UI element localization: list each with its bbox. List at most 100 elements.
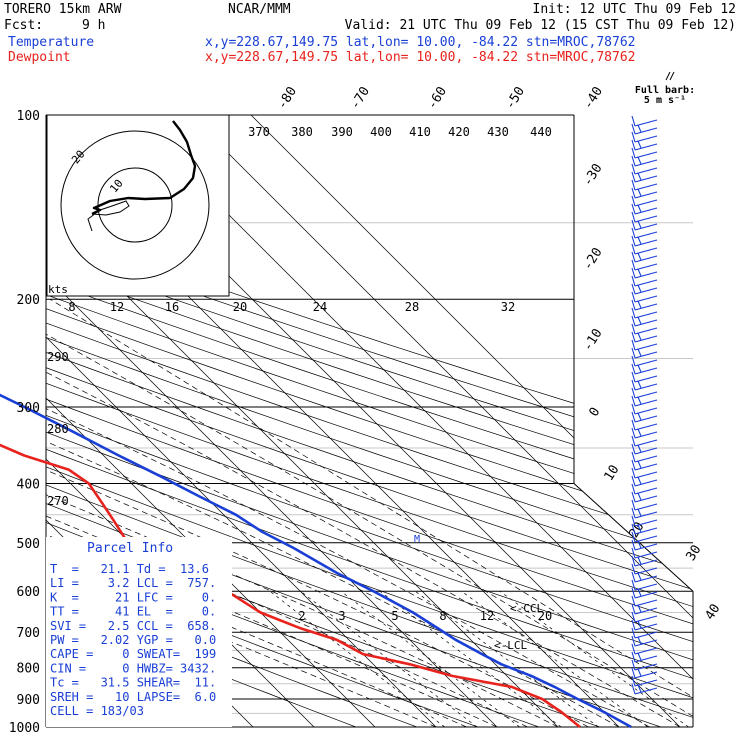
dry-adiabat (46, 115, 693, 727)
forecast-hour: 9 h (82, 18, 105, 33)
barb-flag (631, 283, 636, 295)
barb-shaft (634, 399, 658, 407)
moist-adiabat (46, 298, 681, 727)
moist-adiabat (46, 347, 528, 727)
wind-barb (631, 451, 658, 463)
temperature-profile (0, 393, 632, 729)
barb-shaft (634, 303, 658, 311)
barb-flag (637, 348, 642, 357)
barb-shaft (634, 471, 658, 479)
barb-legend-mark (669, 71, 675, 81)
wind-barb (631, 211, 658, 223)
wind-barb (631, 131, 658, 143)
wind-barb (631, 139, 658, 151)
wind-barb (631, 323, 658, 335)
barb-flag (631, 667, 636, 679)
theta-label: 270 (47, 494, 69, 508)
barb-flag (637, 428, 642, 437)
dry-adiabat (46, 115, 693, 727)
wind-barb (631, 203, 658, 215)
wind-barb (631, 275, 658, 287)
mixing-ratio-line (414, 590, 599, 727)
barb-shaft (634, 215, 658, 223)
barb-shaft (634, 159, 658, 167)
temperature-legend: Temperature (8, 35, 94, 50)
barb-shaft (634, 183, 658, 191)
parcel-info-row: Tc = 31.5 SHEAR= 11. (50, 676, 216, 690)
theta-e-label: 440 (530, 125, 552, 139)
barb-shaft (634, 119, 658, 127)
barb-shaft (634, 647, 658, 655)
moist-adiabat (49, 298, 693, 727)
wind-barb (631, 299, 658, 311)
barb-shaft (634, 287, 658, 295)
dry-adiabat (46, 115, 693, 727)
wind-barb (631, 163, 658, 175)
barb-flag (631, 179, 636, 191)
wind-barb (631, 547, 658, 559)
parcel-info-title: Parcel Info (87, 541, 173, 556)
mixing-ratio-label-low: 12 (480, 609, 494, 623)
wind-barb (631, 675, 658, 687)
wind-barb (631, 611, 658, 623)
barb-flag (631, 259, 636, 271)
barb-shaft (634, 359, 658, 367)
barb-flag (631, 651, 636, 663)
wind-barb (631, 307, 658, 319)
mixing-ratio-label-low: 3 (338, 609, 345, 623)
barb-flag (637, 460, 642, 469)
barb-shaft (634, 559, 658, 567)
parcel-info-row: CAPE = 0 SWEAT= 199 (50, 647, 216, 661)
parcel-info-row: LI = 3.2 LCL = 757. (50, 576, 216, 590)
barb-flag (631, 323, 636, 335)
barb-shaft (634, 511, 658, 519)
parcel-info-row: PW = 2.02 YGP = 0.0 (50, 633, 216, 647)
barb-flag (631, 355, 636, 367)
barb-shaft (634, 383, 658, 391)
isotherm (46, 115, 376, 727)
barb-flag (631, 475, 636, 487)
barb-flag (631, 411, 636, 423)
barb-flag (631, 211, 636, 223)
wind-barb (631, 555, 658, 567)
barb-shaft (634, 415, 658, 423)
forecast-label: Fcst: (4, 18, 43, 33)
wind-barb (631, 115, 658, 127)
barb-shaft (634, 127, 658, 135)
wind-barb (631, 243, 658, 255)
valid-time: Valid: 21 UTC Thu 09 Feb 12 (15 CST Thu … (345, 18, 736, 33)
barb-flag (637, 588, 642, 597)
barb-shaft (634, 327, 658, 335)
wind-barb (631, 187, 658, 199)
barb-shaft (634, 151, 658, 159)
barb-shaft (634, 543, 658, 551)
wind-barb (631, 491, 658, 503)
barb-shaft (634, 239, 658, 247)
barb-flag (637, 668, 642, 677)
wind-barb (631, 179, 658, 191)
mixing-ratio-label: 12 (110, 300, 124, 314)
barb-flag (637, 636, 642, 645)
barb-flag (631, 195, 636, 207)
barb-flag (637, 620, 642, 629)
barb-shaft (634, 615, 658, 623)
barb-flag (631, 115, 636, 127)
barb-flag (631, 683, 636, 695)
barb-shaft (634, 263, 658, 271)
barb-shaft (634, 279, 658, 287)
wind-barb (631, 315, 658, 327)
moist-adiabat (46, 368, 498, 727)
barb-shaft (634, 607, 658, 615)
dry-adiabat (46, 115, 693, 727)
skew-temp-label: 30 (684, 543, 705, 564)
barb-shaft (634, 671, 658, 679)
barb-flag (637, 572, 642, 581)
barb-flag (631, 587, 636, 599)
barb-flag (631, 363, 636, 375)
wind-barb (631, 539, 658, 551)
wind-barb (631, 443, 658, 455)
hodo-kts-label: kts (48, 283, 68, 296)
init-time: Init: 12 UTC Thu 09 Feb 12 (533, 2, 737, 17)
parcel-info-row: T = 21.1 Td = 13.6 (50, 562, 209, 576)
wind-barb (631, 619, 658, 631)
